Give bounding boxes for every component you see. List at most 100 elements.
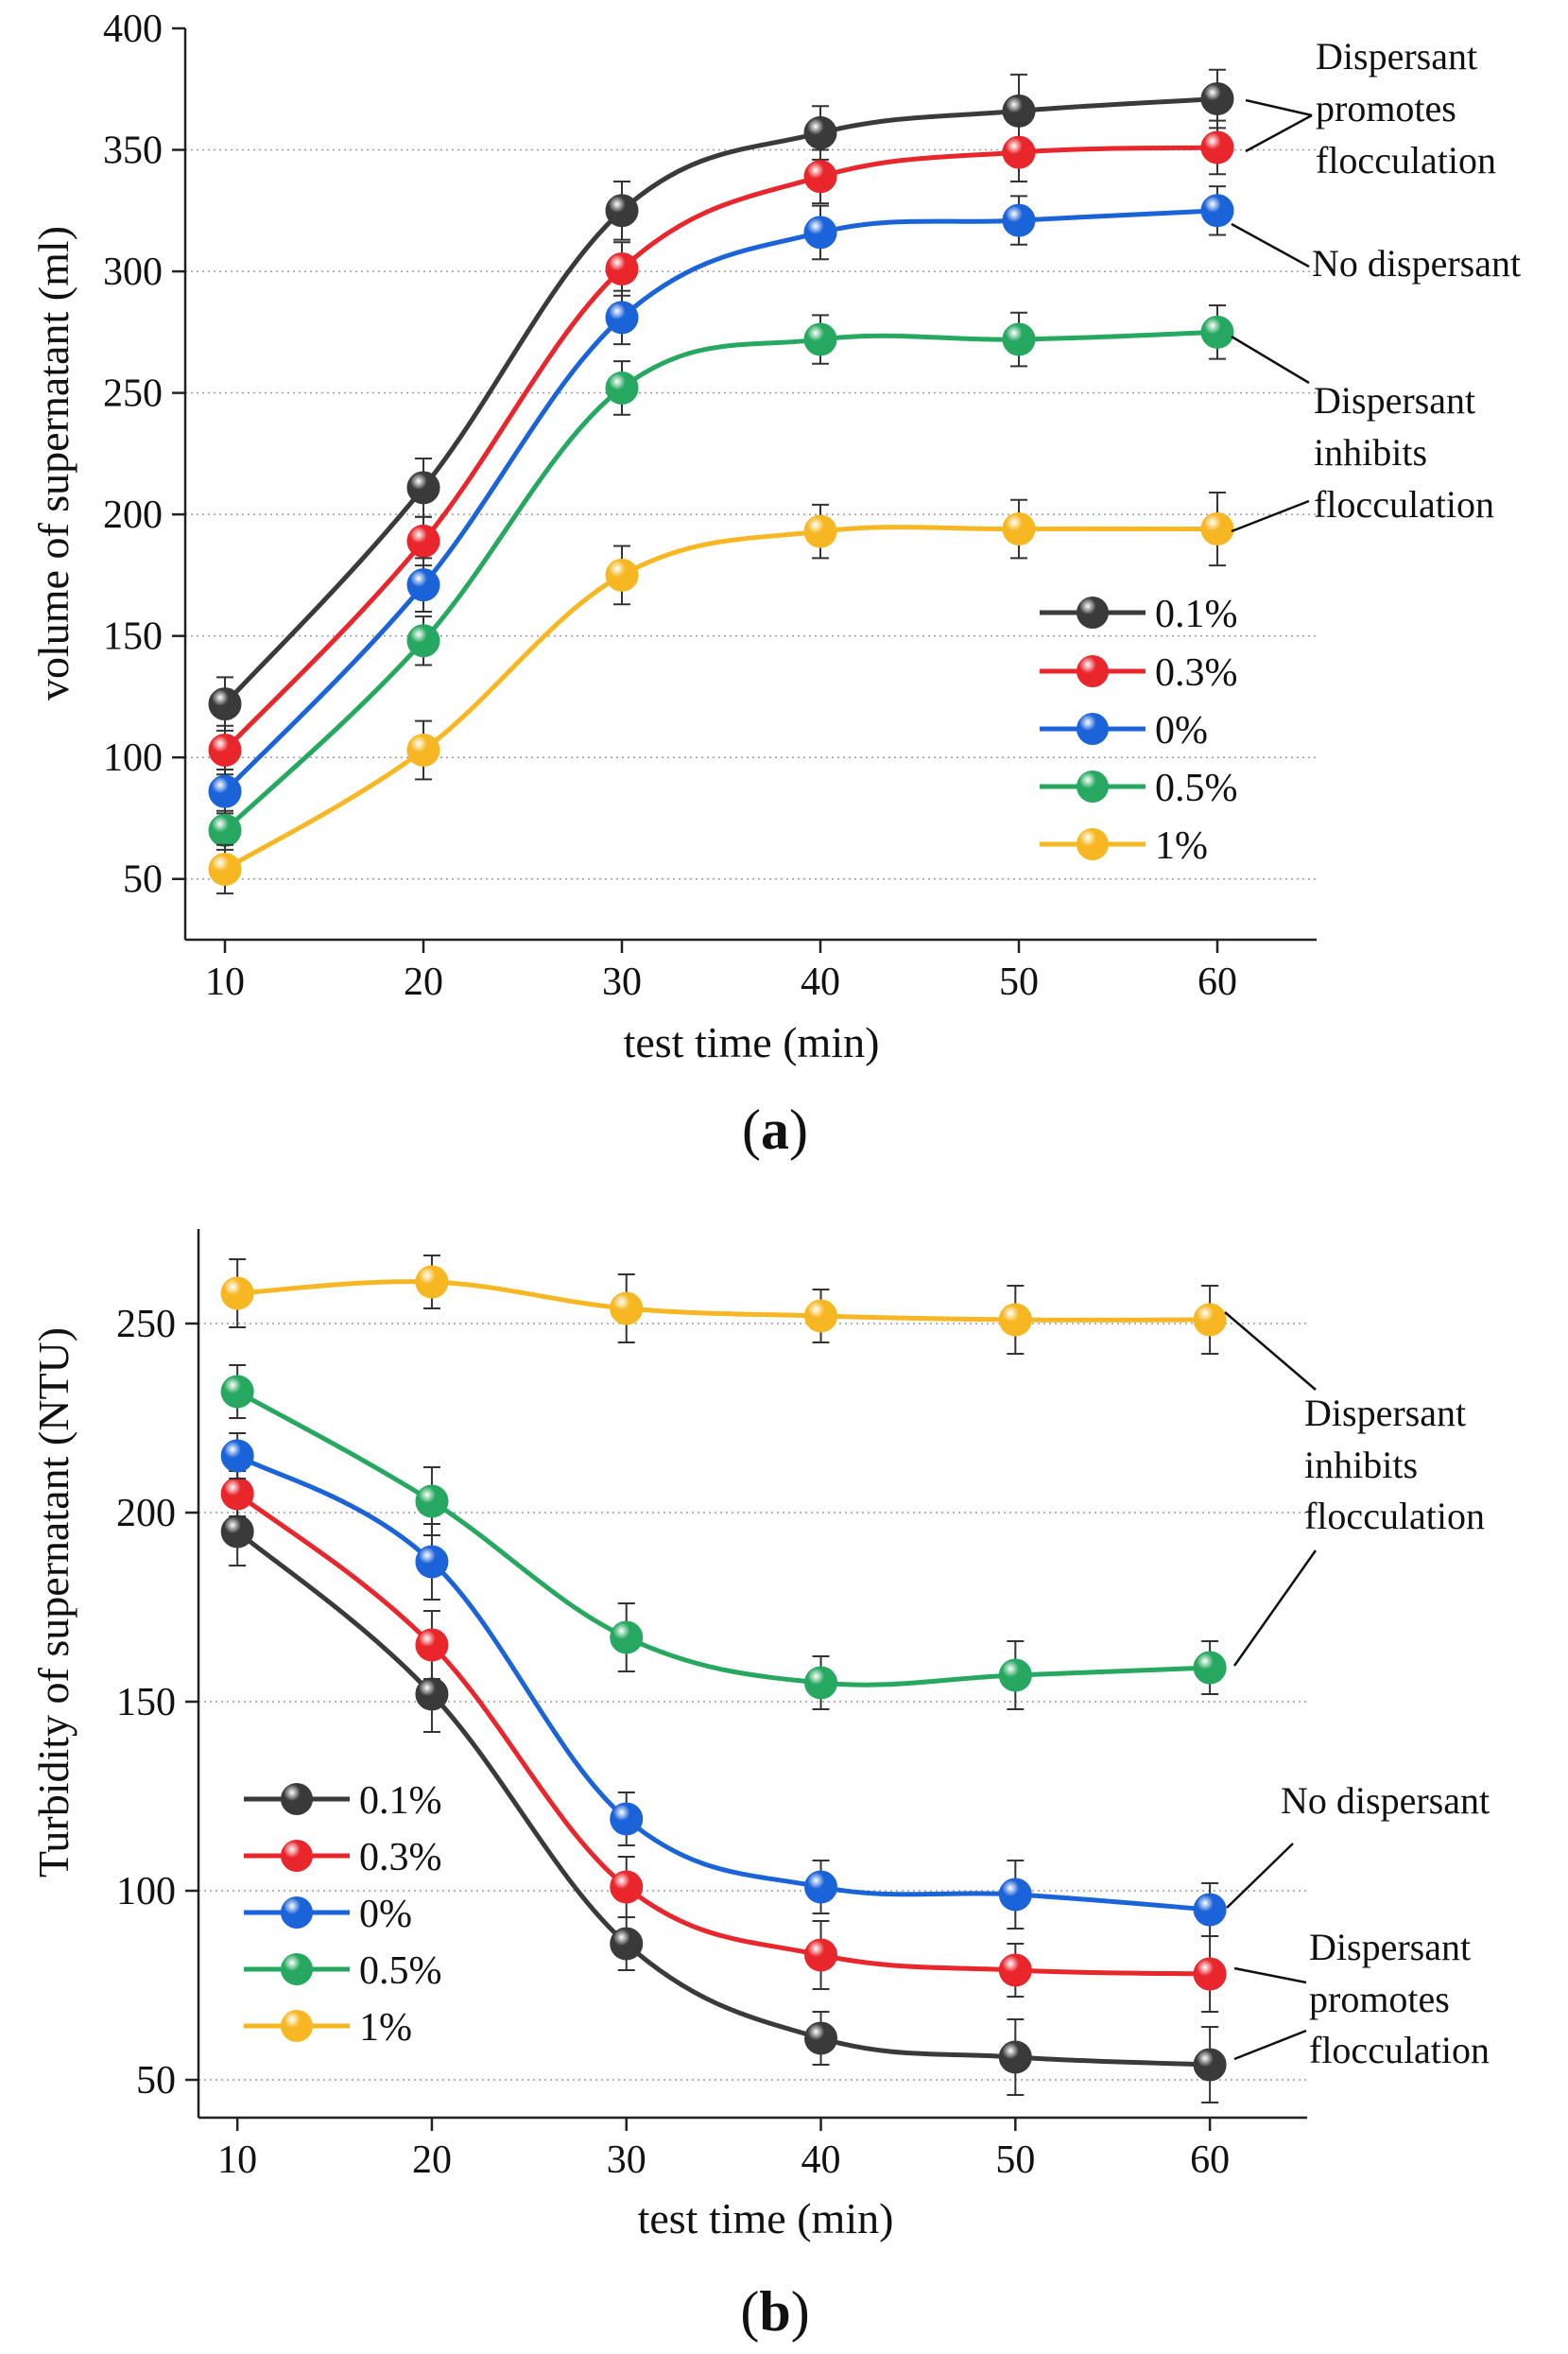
data-point: [208, 687, 242, 721]
annotation-leader: [1226, 1843, 1294, 1909]
y-tick-label: 150: [103, 615, 163, 659]
legend-entry: 0.3%: [244, 1836, 442, 1879]
data-point: [415, 1628, 449, 1662]
y-tick-label: 250: [116, 1303, 176, 1346]
data-point: [998, 1303, 1032, 1337]
x-tick-label: 20: [412, 2138, 452, 2182]
data-point: [605, 558, 639, 592]
annotation-line: promotes: [1316, 87, 1456, 130]
data-point: [208, 852, 242, 886]
data-point: [1002, 512, 1036, 546]
y-tick-label: 50: [136, 2059, 176, 2103]
legend-entry: 0%: [244, 1893, 412, 1936]
annotation-leader: [1245, 98, 1313, 117]
data-point: [804, 1938, 838, 1972]
panel-label-a: (a): [742, 1099, 808, 1161]
y-tick-label: 350: [103, 130, 163, 173]
data-point: [610, 1927, 644, 1961]
data-point: [803, 322, 837, 356]
annotation-line: flocculation: [1304, 1495, 1485, 1537]
legend-marker: [281, 2010, 313, 2042]
data-point: [610, 1291, 644, 1325]
legend-marker: [281, 1840, 313, 1872]
series-0%: [208, 185, 1234, 815]
panel-letter: b: [759, 2280, 790, 2343]
annotation-leader: [1224, 1311, 1317, 1391]
legend-entry: 0.1%: [244, 1779, 442, 1823]
legend-entry: 0.5%: [1040, 767, 1238, 810]
annotation-line: inhibits: [1314, 431, 1427, 474]
annotation-inhibits: Dispersant inhibits flocculation: [1304, 1392, 1485, 1537]
annotation-leaders: [1224, 1311, 1318, 2061]
data-point: [415, 1545, 449, 1579]
data-point: [406, 568, 440, 602]
data-point: [220, 1439, 254, 1473]
series-line: [223, 208, 1218, 793]
series-group: [220, 1255, 1227, 2103]
legend-entry: 1%: [1040, 824, 1208, 868]
data-point: [1193, 2048, 1227, 2082]
legend-label: 1%: [359, 2006, 412, 2050]
series-line: [223, 329, 1218, 833]
data-point: [998, 1658, 1032, 1692]
data-point: [804, 2021, 838, 2055]
data-point: [998, 2040, 1032, 2074]
y-tick-label: 200: [103, 493, 163, 537]
tick-labels: 10 20 30 40 50 60 50 100 150 200 250: [116, 1303, 1230, 2182]
data-point: [1193, 1651, 1227, 1685]
annotation-line: flocculation: [1309, 2029, 1490, 2071]
data-point: [220, 1515, 254, 1549]
data-point: [220, 1477, 254, 1511]
x-tick-label: 40: [801, 2138, 841, 2182]
data-point: [804, 1666, 838, 1700]
data-point: [803, 514, 837, 548]
legend-entry: 1%: [244, 2006, 412, 2050]
annotation-line: No dispersant: [1312, 242, 1521, 285]
data-point: [406, 733, 440, 767]
series-line: [223, 525, 1218, 872]
legend-marker: [1077, 597, 1109, 629]
data-point: [406, 524, 440, 558]
chart-panel-a: 10 20 30 40 50 60 50 100 150 200 250 300 350 400 test…: [29, 8, 1521, 1161]
y-tick-label: 100: [103, 736, 163, 780]
x-tick-label: 60: [1198, 961, 1237, 1004]
annotation-leader: [1232, 1549, 1318, 1667]
data-point: [415, 1677, 449, 1711]
legend-marker: [281, 1783, 313, 1815]
data-point: [406, 471, 440, 505]
legend-label: 0.5%: [1155, 767, 1238, 810]
data-point: [610, 1870, 644, 1904]
series-0.1%: [208, 68, 1234, 732]
annotation-leader: [1231, 499, 1310, 533]
data-point: [1002, 203, 1036, 237]
annotation-line: Dispersant: [1309, 1926, 1471, 1968]
annotation-line: Dispersant: [1316, 35, 1477, 78]
annotation-line: promotes: [1309, 1978, 1450, 2020]
data-point: [1193, 1893, 1227, 1927]
legend-label: 0.1%: [1155, 593, 1238, 636]
y-tick-label: 250: [103, 372, 163, 416]
axes: [172, 26, 1317, 953]
panel-label-b: (b): [740, 2280, 809, 2343]
data-point: [803, 116, 837, 150]
x-axis-title: test time (min): [624, 1018, 880, 1066]
data-point: [208, 733, 242, 767]
series-0.3%: [208, 119, 1234, 776]
data-point: [406, 624, 440, 658]
legend-marker: [1077, 655, 1109, 687]
annotation-line: Dispersant: [1304, 1392, 1466, 1434]
series-line: [223, 145, 1218, 753]
series-0.5%: [220, 1364, 1227, 1710]
annotation-leader: [1233, 2029, 1307, 2061]
series-1%: [220, 1255, 1227, 1355]
y-tick-label: 100: [116, 1870, 176, 1913]
legend: 0.1% 0.3% 0% 0.5% 1%: [1040, 593, 1238, 868]
annotation-leader: [1245, 113, 1313, 153]
tick-labels: 10 20 30 40 50 60 50 100 150 200 250 300 350 400: [103, 8, 1237, 1004]
annotation-promotes: Dispersant promotes flocculation: [1316, 35, 1496, 182]
x-tick-label: 50: [999, 961, 1039, 1004]
annotation-leader: [1233, 1966, 1307, 1984]
legend-marker: [1077, 828, 1109, 860]
series-0.5%: [208, 304, 1234, 851]
